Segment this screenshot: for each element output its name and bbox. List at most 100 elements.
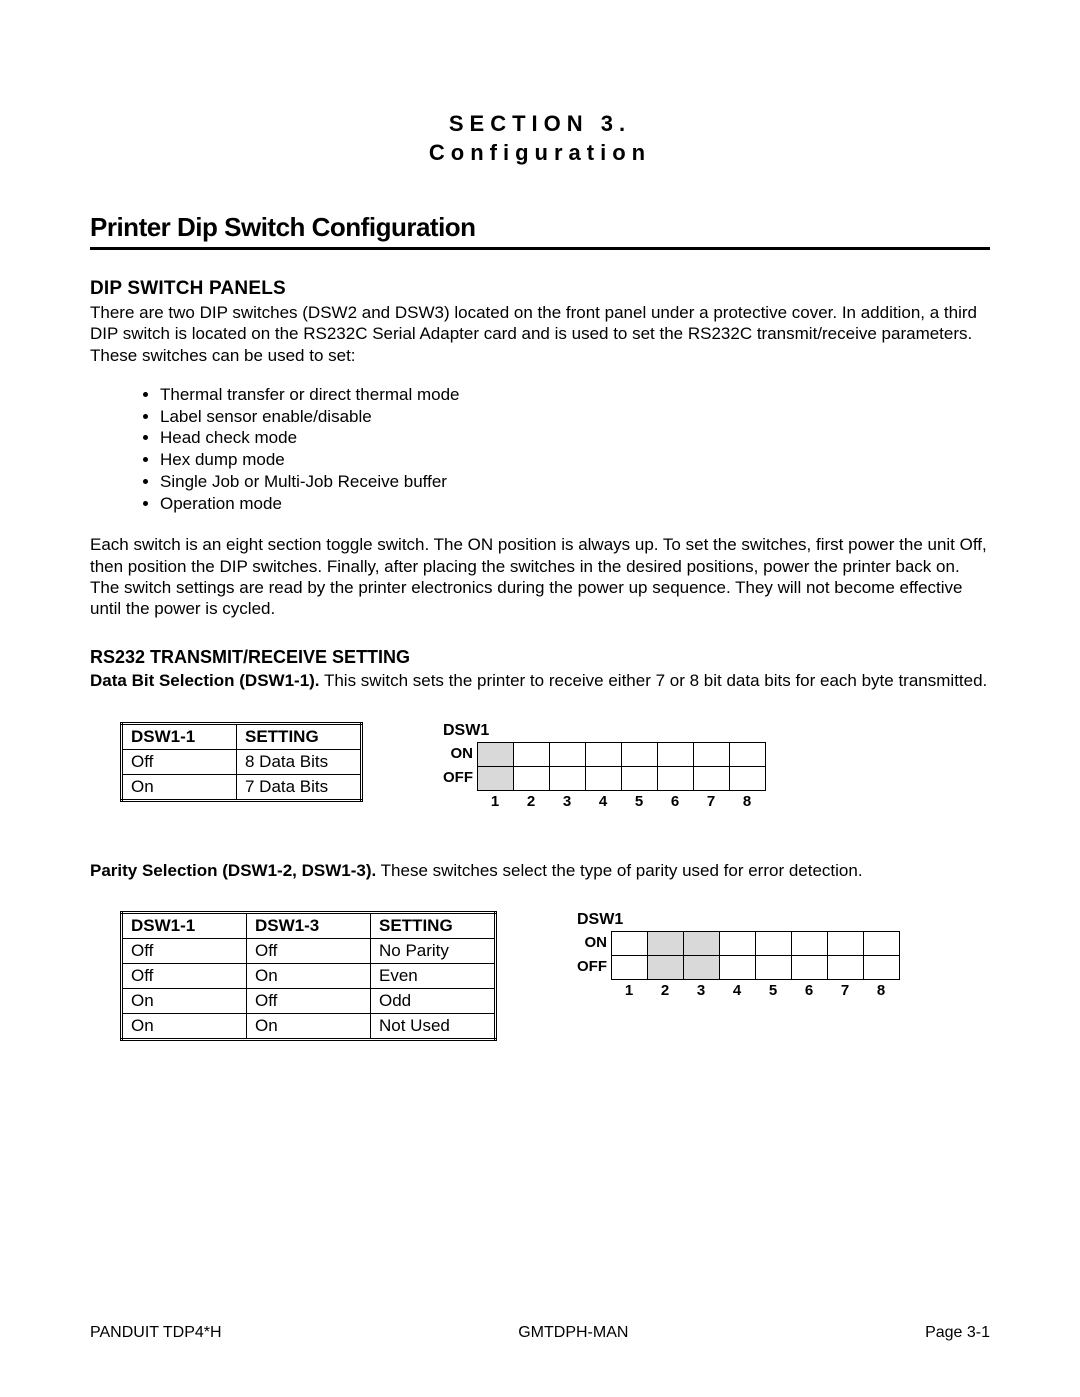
table-databit: DSW1-1 SETTING Off 8 Data Bits On 7 Data… (120, 722, 363, 802)
dip-cell (827, 931, 863, 955)
dip-cell (513, 766, 549, 790)
th: DSW1-3 (247, 912, 371, 938)
section-line1: SECTION 3. (90, 110, 990, 139)
dip-cell (585, 742, 621, 766)
footer-left: PANDUIT TDP4*H (90, 1324, 222, 1342)
dip-num: 5 (621, 793, 657, 810)
dip-cell (611, 931, 647, 955)
each-switch-paragraph: Each switch is an eight section toggle s… (90, 534, 990, 619)
dip-cell (729, 766, 765, 790)
dip-cell (657, 742, 693, 766)
parity-paragraph: Parity Selection (DSW1-2, DSW1-3). These… (90, 860, 990, 881)
dip-cell (647, 931, 683, 955)
list-item: Head check mode (160, 427, 990, 449)
td: On (247, 1013, 371, 1039)
dip-cell (827, 955, 863, 979)
row-parity: DSW1-1 DSW1-3 SETTING Off Off No Parity … (90, 911, 990, 1041)
dip-num: 8 (863, 982, 899, 999)
dip-cell (791, 955, 827, 979)
dip-cell (719, 955, 755, 979)
dip-off-label: OFF (577, 955, 607, 979)
list-item: Thermal transfer or direct thermal mode (160, 384, 990, 406)
dip-on-label: ON (443, 742, 473, 766)
dip-title: DSW1 (443, 722, 766, 740)
section-header: SECTION 3. Configuration (90, 110, 990, 167)
dip-cell (621, 742, 657, 766)
dip-cell (549, 742, 585, 766)
dip-num: 6 (791, 982, 827, 999)
th: DSW1-1 (122, 912, 247, 938)
td: Off (247, 988, 371, 1013)
list-item: Operation mode (160, 493, 990, 515)
td: Odd (371, 988, 496, 1013)
page: SECTION 3. Configuration Printer Dip Swi… (0, 0, 1080, 1397)
dip-cell (683, 931, 719, 955)
dip-num: 4 (719, 982, 755, 999)
intro-paragraph: There are two DIP switches (DSW2 and DSW… (90, 302, 990, 366)
dip-cell (863, 931, 899, 955)
dip-nums: 12345678 (611, 982, 900, 999)
dip-cell (585, 766, 621, 790)
td: Off (122, 963, 247, 988)
dip-cell (477, 766, 513, 790)
dip-cell (683, 955, 719, 979)
dip-num: 3 (683, 982, 719, 999)
dip-diagram-2: DSW1 ON OFF 12345678 (577, 911, 900, 999)
dip-cell (719, 931, 755, 955)
td: 8 Data Bits (237, 749, 362, 774)
td: Off (122, 749, 237, 774)
dip-cell (729, 742, 765, 766)
databit-paragraph: Data Bit Selection (DSW1-1). This switch… (90, 670, 990, 691)
parity-rest: These switches select the type of parity… (376, 861, 862, 880)
list-item: Label sensor enable/disable (160, 406, 990, 428)
th: DSW1-1 (122, 723, 237, 749)
dip-grid: ON OFF 12345678 (577, 931, 900, 999)
dip-num: 5 (755, 982, 791, 999)
dip-cell (791, 931, 827, 955)
td: On (122, 1013, 247, 1039)
footer: PANDUIT TDP4*H GMTDPH-MAN Page 3-1 (90, 1324, 990, 1342)
table2-wrap: DSW1-1 DSW1-3 SETTING Off Off No Parity … (120, 911, 497, 1041)
heading-rs232: RS232 TRANSMIT/RECEIVE SETTING (90, 647, 990, 668)
dip-off-label: OFF (443, 766, 473, 790)
dip-row-labels: ON OFF (443, 742, 473, 790)
dip-cell (693, 742, 729, 766)
dip-num: 1 (477, 793, 513, 810)
th: SETTING (237, 723, 362, 749)
dip-cell (657, 766, 693, 790)
table-parity: DSW1-1 DSW1-3 SETTING Off Off No Parity … (120, 911, 497, 1041)
dip-diagram-1: DSW1 ON OFF 12345678 (443, 722, 766, 810)
dip-num: 1 (611, 982, 647, 999)
dip-num: 7 (827, 982, 863, 999)
dip-cell (693, 766, 729, 790)
td: On (122, 774, 237, 800)
list-item: Single Job or Multi-Job Receive buffer (160, 471, 990, 493)
td: On (122, 988, 247, 1013)
databit-rest: This switch sets the printer to receive … (320, 671, 988, 690)
parity-bold: Parity Selection (DSW1-2, DSW1-3). (90, 861, 376, 880)
dip-cell (621, 766, 657, 790)
dip1-wrap: DSW1 ON OFF 12345678 (363, 722, 990, 810)
row-databit: DSW1-1 SETTING Off 8 Data Bits On 7 Data… (90, 722, 990, 810)
dip-on-label: ON (577, 931, 607, 955)
dip-num: 6 (657, 793, 693, 810)
dip-title: DSW1 (577, 911, 900, 929)
dip-cell (513, 742, 549, 766)
td: On (247, 963, 371, 988)
td: Not Used (371, 1013, 496, 1039)
dip-row-labels: ON OFF (577, 931, 607, 979)
th: SETTING (371, 912, 496, 938)
dip-cell (477, 742, 513, 766)
dip-nums: 12345678 (477, 793, 766, 810)
list-item: Hex dump mode (160, 449, 990, 471)
databit-bold: Data Bit Selection (DSW1-1). (90, 671, 320, 690)
td: 7 Data Bits (237, 774, 362, 800)
dip-cell (647, 955, 683, 979)
feature-list: Thermal transfer or direct thermal mode … (160, 384, 990, 515)
footer-center: GMTDPH-MAN (518, 1324, 628, 1342)
section-line2: Configuration (90, 139, 990, 168)
table1-wrap: DSW1-1 SETTING Off 8 Data Bits On 7 Data… (120, 722, 363, 802)
dip-grid: ON OFF 12345678 (443, 742, 766, 810)
dip-num: 4 (585, 793, 621, 810)
dip-num: 2 (513, 793, 549, 810)
